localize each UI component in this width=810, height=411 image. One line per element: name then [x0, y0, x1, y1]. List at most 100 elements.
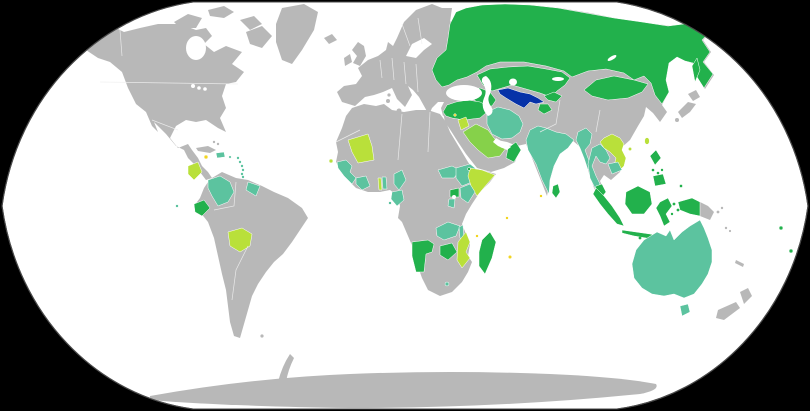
- region-ecuador: [193, 199, 211, 217]
- region-australia: [631, 219, 713, 299]
- region-philippines-mindanao: [652, 173, 667, 187]
- region-mongolia: [583, 75, 649, 101]
- region-sulawesi: [655, 197, 673, 227]
- region-lesser-antilles: [236, 156, 245, 179]
- region-sri-lanka: [551, 183, 561, 199]
- lake-victoria: [452, 195, 456, 199]
- region-corsica: [387, 93, 391, 97]
- region-philippines-visayas: [651, 168, 664, 175]
- great-lake-2: [197, 86, 201, 90]
- region-kyrgyzstan: [543, 91, 563, 103]
- region-nicaragua: [187, 161, 203, 181]
- region-arctic-islands-1: [174, 14, 202, 28]
- landmasses: [84, 3, 794, 408]
- region-namibia: [411, 239, 435, 273]
- region-antarctica: [150, 372, 657, 408]
- great-lake-1: [191, 84, 195, 88]
- region-rwanda-burundi: [447, 198, 456, 209]
- region-jordan: [457, 116, 470, 131]
- region-lebanon: [453, 113, 457, 117]
- region-somalia: [467, 167, 496, 197]
- region-falklands: [260, 334, 264, 338]
- region-india: [525, 125, 575, 195]
- aral-sea: [509, 78, 517, 86]
- region-new-caledonia: [735, 260, 744, 267]
- great-lake-3: [203, 87, 207, 91]
- region-africa: [336, 104, 496, 296]
- baltic-sea: [406, 38, 432, 58]
- region-lesotho: [444, 281, 450, 287]
- region-sicily: [396, 108, 402, 114]
- region-japan-kyushu: [675, 118, 679, 122]
- region-cape-verde: [328, 158, 334, 164]
- persian-gulf: [493, 138, 511, 150]
- lake-baikal: [607, 55, 617, 61]
- region-guyana-suriname: [245, 181, 261, 197]
- region-sardinia: [386, 99, 390, 103]
- region-bolivia: [227, 227, 253, 253]
- region-cambodia: [607, 161, 623, 175]
- region-zimbabwe: [439, 242, 458, 261]
- region-new-zealand-south: [716, 302, 740, 320]
- region-kenya: [459, 183, 476, 204]
- region-togo: [377, 177, 383, 191]
- region-arctic-islands-3: [240, 16, 262, 30]
- region-cameroon: [393, 169, 407, 191]
- region-greenland: [276, 4, 318, 64]
- region-comoros: [475, 234, 479, 238]
- region-sao-tome: [388, 201, 392, 205]
- region-palau: [679, 184, 683, 188]
- region-new-britain: [716, 206, 724, 214]
- region-mauritius: [507, 254, 513, 260]
- country-border-lines: [99, 17, 601, 301]
- region-south-america: [194, 172, 308, 338]
- region-zambia: [435, 221, 461, 241]
- region-borneo: [624, 185, 653, 215]
- region-baffin-island: [246, 26, 272, 48]
- region-kazakhstan: [476, 65, 571, 98]
- region-galapagos: [175, 204, 179, 208]
- region-iceland: [324, 34, 337, 44]
- region-sumatra: [592, 187, 625, 227]
- region-madagascar: [478, 231, 497, 275]
- region-arctic-islands-2: [208, 6, 234, 18]
- region-indonesian-papua: [677, 197, 701, 217]
- region-benin: [381, 176, 388, 190]
- region-puerto-rico: [228, 155, 232, 159]
- region-bahamas: [212, 140, 220, 146]
- region-djibouti: [467, 167, 471, 171]
- region-japan-hokkaido: [688, 90, 700, 101]
- region-iran: [486, 106, 524, 140]
- region-hong-kong: [628, 147, 632, 151]
- black-sea: [446, 85, 482, 101]
- region-jamaica: [203, 154, 209, 160]
- hudson-bay: [186, 36, 206, 60]
- region-japan-honshu: [678, 102, 696, 118]
- region-tasmania: [679, 303, 691, 317]
- caspian-sea: [481, 76, 493, 116]
- region-samoa: [778, 225, 784, 231]
- region-cote-divoire: [355, 175, 371, 191]
- region-antarctic-peninsula: [278, 354, 294, 382]
- region-maldives: [539, 194, 543, 198]
- region-colombia: [207, 175, 235, 207]
- region-moluccas: [670, 202, 680, 216]
- region-new-zealand-north: [740, 288, 752, 304]
- region-papua-new-guinea: [700, 202, 714, 220]
- region-ireland: [344, 54, 352, 66]
- region-sakhalin: [691, 57, 701, 83]
- region-uganda: [449, 187, 460, 198]
- region-russia-ukraine-belarus: [431, 3, 714, 105]
- lake-balkhash: [552, 77, 564, 81]
- region-taiwan: [644, 137, 650, 145]
- region-north-america: [84, 24, 244, 180]
- region-crete: [431, 115, 437, 119]
- region-tajikistan: [537, 103, 553, 115]
- region-philippines-luzon: [649, 149, 662, 166]
- region-mauritania: [347, 133, 375, 164]
- region-thailand: [587, 143, 611, 191]
- region-gabon-congo: [390, 189, 405, 207]
